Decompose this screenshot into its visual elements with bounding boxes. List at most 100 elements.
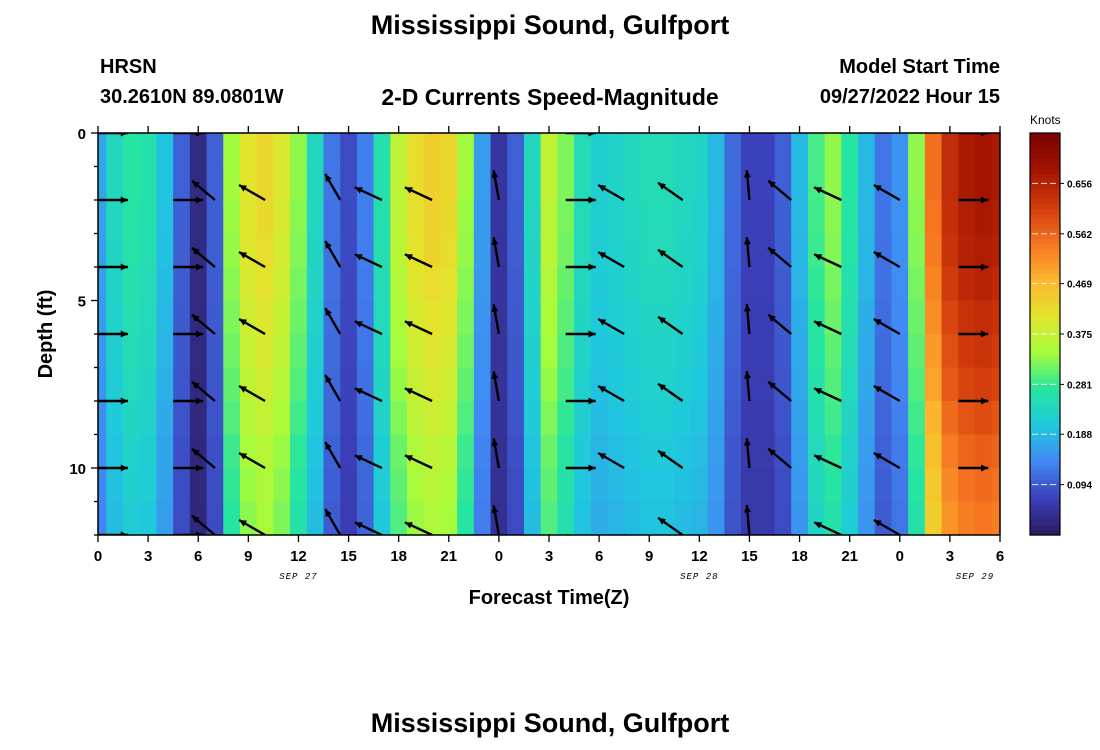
current-arrow-head: [192, 114, 200, 121]
heatmap-cell: [440, 200, 458, 235]
heatmap-cell: [640, 401, 659, 436]
heatmap-cell: [891, 501, 909, 535]
heatmap-cell: [523, 233, 542, 268]
current-arrow-head: [191, 515, 200, 524]
current-arrow-head: [120, 464, 128, 472]
colorbar-segment: [1030, 489, 1060, 496]
heatmap-cell: [106, 501, 124, 535]
heatmap-cell: [991, 434, 1000, 469]
current-arrow-head: [404, 455, 413, 462]
current-arrow-head: [195, 464, 204, 472]
heatmap-cell: [507, 367, 525, 402]
heatmap-cell: [724, 501, 742, 535]
heatmap-cell: [557, 334, 575, 369]
heatmap-cell: [239, 334, 258, 369]
heatmap-cell: [323, 468, 341, 503]
colorbar-segment: [1030, 409, 1060, 415]
current-arrow-head: [191, 381, 200, 390]
heatmap-cell: [156, 401, 174, 436]
current-arrow-head: [239, 252, 248, 259]
current-arrow-head: [743, 505, 751, 513]
heatmap-cell: [440, 501, 458, 535]
heatmap-cell: [858, 300, 876, 335]
heatmap-cell: [557, 367, 575, 402]
heatmap-cell: [156, 200, 174, 235]
heatmap-cell: [657, 267, 675, 302]
x-tick-label: 0: [94, 548, 102, 565]
heatmap-cell: [574, 468, 592, 503]
current-arrow-head: [874, 118, 882, 125]
heatmap-cell: [540, 434, 558, 469]
heatmap-cell: [423, 233, 442, 268]
colorbar-segment: [1030, 168, 1060, 174]
heatmap-cell: [891, 334, 909, 369]
heatmap-cell: [908, 468, 926, 503]
colorbar-segment: [1030, 188, 1060, 194]
heatmap-cell: [858, 267, 876, 302]
heatmap-cell: [924, 200, 943, 235]
heatmap-cell: [791, 501, 809, 535]
heatmap-cell: [256, 367, 274, 402]
current-arrow-head: [981, 133, 989, 137]
current-arrow-head: [743, 304, 751, 312]
heatmap-cell: [473, 300, 492, 335]
heatmap-cell: [874, 468, 893, 503]
x-tick-label: 12: [691, 548, 708, 565]
heatmap-cell: [807, 133, 826, 168]
current-arrow-head: [743, 371, 751, 379]
heatmap-cell: [707, 300, 725, 335]
heatmap-cell: [139, 434, 158, 469]
heatmap-cell: [473, 367, 492, 402]
heatmap-cell: [173, 200, 191, 235]
heatmap-cell: [707, 501, 725, 535]
heatmap-cell: [974, 468, 993, 503]
current-arrow-head: [814, 187, 823, 194]
heatmap-cell: [707, 434, 725, 469]
heatmap-cell: [340, 367, 358, 402]
heatmap-cell: [841, 334, 859, 369]
heatmap-cell: [824, 401, 842, 436]
heatmap-cell: [974, 133, 993, 168]
current-arrow-head: [404, 321, 413, 328]
heatmap-cell: [106, 133, 124, 168]
heatmap-cell: [774, 334, 792, 369]
heatmap-cell: [373, 267, 391, 302]
heatmap-cell: [757, 334, 776, 369]
heatmap-cell: [123, 434, 141, 469]
current-arrow-shaft: [497, 133, 499, 134]
heatmap-cell: [239, 133, 258, 168]
heatmap-cell: [407, 166, 425, 201]
heatmap-cell: [941, 166, 959, 201]
heatmap-cell: [98, 133, 107, 168]
heatmap-cell: [507, 334, 525, 369]
colorbar-segment: [1030, 464, 1060, 471]
heatmap-cell: [373, 233, 391, 268]
current-arrow-head: [404, 187, 413, 194]
x-tick-label: 21: [841, 548, 858, 565]
colorbar-segment: [1030, 328, 1060, 335]
heatmap-cell: [340, 200, 358, 235]
date-label: SEP 28: [680, 572, 718, 582]
heatmap-cell: [407, 367, 425, 402]
heatmap-cell: [874, 267, 893, 302]
heatmap-cell: [958, 200, 976, 235]
heatmap-cell: [807, 200, 826, 235]
colorbar-segment: [1030, 323, 1060, 330]
heatmap-cell: [440, 367, 458, 402]
current-arrow-head: [325, 442, 332, 450]
heatmap-cell: [791, 434, 809, 469]
heatmap-cell: [590, 468, 609, 503]
heatmap-cell: [858, 133, 876, 168]
current-arrow-head: [598, 453, 607, 460]
heatmap-cell: [640, 367, 659, 402]
current-arrow-head: [598, 252, 607, 259]
heatmap-cell: [858, 334, 876, 369]
heatmap-cell: [290, 401, 308, 436]
heatmap-cell: [98, 401, 107, 436]
heatmap-cell: [924, 233, 943, 268]
heatmap-cell: [908, 334, 926, 369]
heatmap-cell: [106, 334, 124, 369]
current-arrow-head: [814, 388, 823, 395]
current-arrow-head: [768, 381, 776, 390]
heatmap-cell: [98, 267, 107, 302]
